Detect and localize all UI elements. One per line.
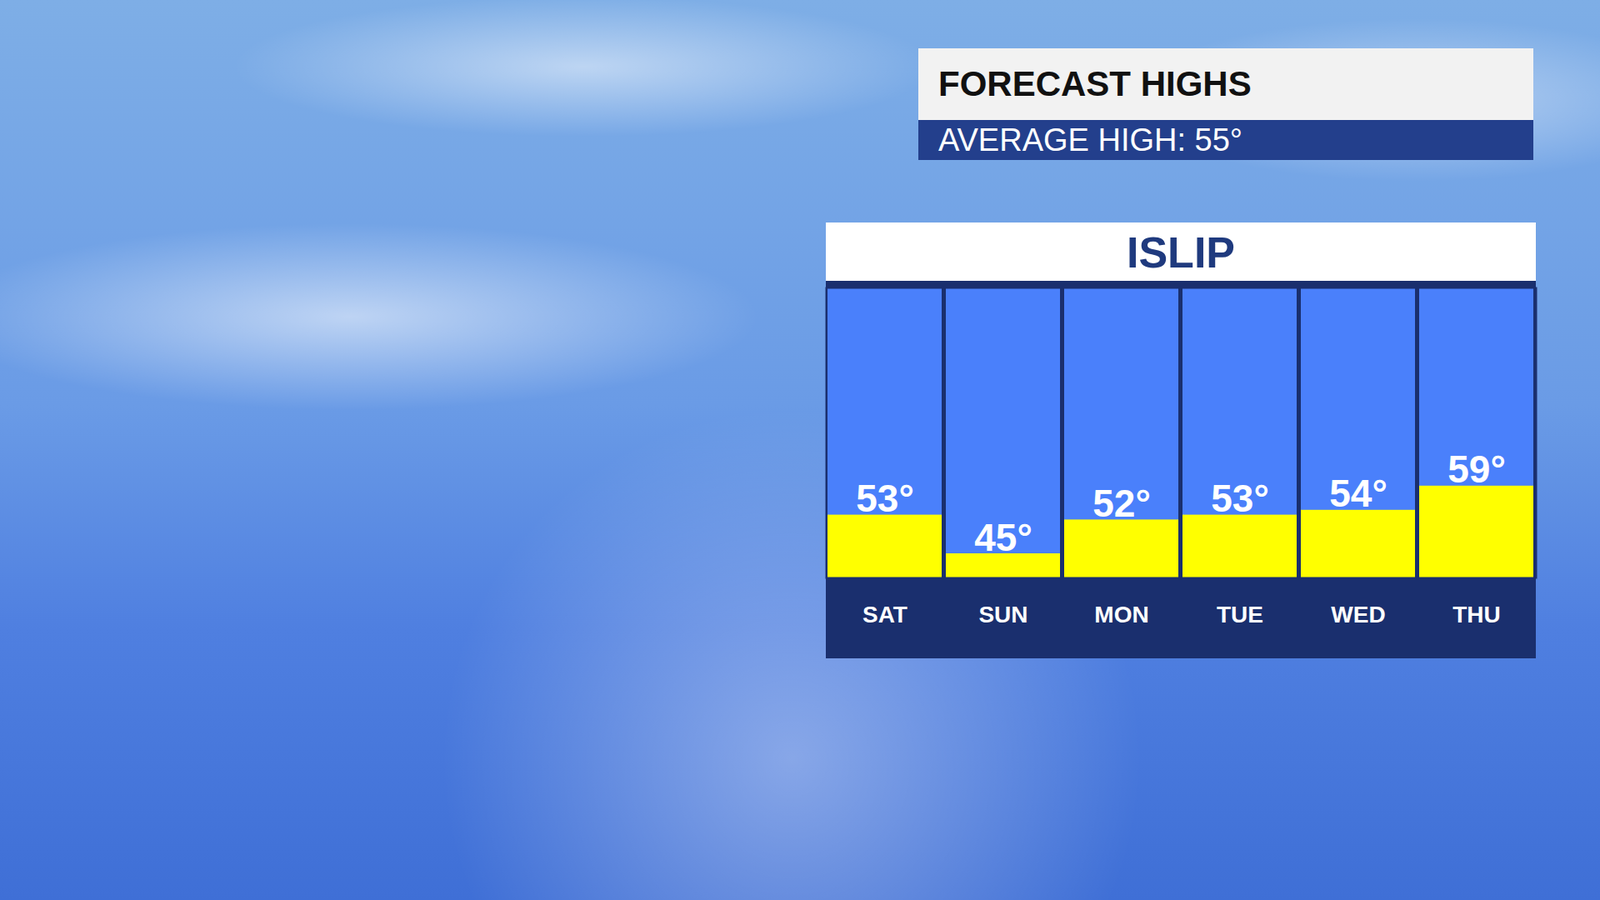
html-text:ISLIP: ISLIP — [1126, 228, 1235, 277]
svg-text:45°: 45° — [974, 515, 1033, 560]
html-text:FORECAST HIGHS: FORECAST HIGHS — [938, 64, 1252, 104]
svg-text:53°: 53° — [855, 476, 915, 520]
svg-text:WED: WED — [1330, 601, 1385, 628]
svg-text:SUN: SUN — [978, 601, 1028, 628]
svg-text:59°: 59° — [1447, 447, 1506, 491]
svg-text:54°: 54° — [1329, 471, 1388, 515]
svg-text:TUE: TUE — [1216, 601, 1264, 628]
svg-text:52°: 52° — [1092, 481, 1151, 525]
html-text:AVERAGE HIGH: 55°: AVERAGE HIGH: 55° — [938, 122, 1243, 158]
svg-text:SAT: SAT — [862, 601, 908, 628]
svg-text:MON: MON — [1094, 601, 1149, 628]
svg-text:THU: THU — [1452, 601, 1501, 628]
svg-text:53°: 53° — [1210, 476, 1270, 520]
